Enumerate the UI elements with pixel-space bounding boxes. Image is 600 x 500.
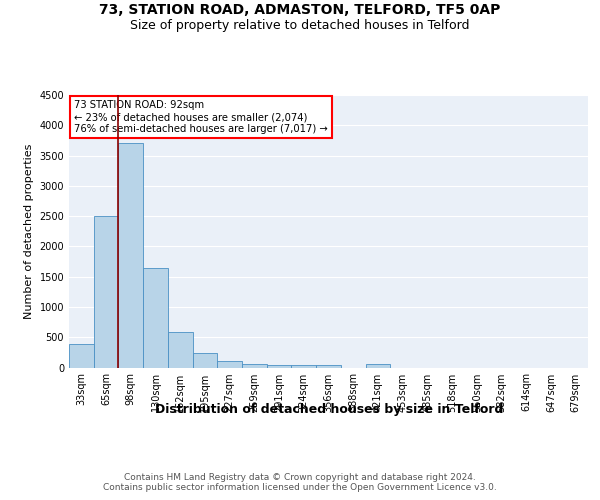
Bar (168, 332, 193, 368)
Bar (316, 365, 341, 368)
Text: 73, STATION ROAD, ADMASTON, TELFORD, TF5 0AP: 73, STATION ROAD, ADMASTON, TELFORD, TF5… (100, 2, 500, 16)
Bar (118, 144, 143, 368)
Bar (217, 361, 242, 368)
Bar (267, 365, 292, 368)
Text: 73 STATION ROAD: 92sqm
← 23% of detached houses are smaller (2,074)
76% of semi-: 73 STATION ROAD: 92sqm ← 23% of detached… (74, 100, 328, 134)
Bar (143, 268, 168, 368)
Bar (292, 366, 316, 368)
Text: Size of property relative to detached houses in Telford: Size of property relative to detached ho… (130, 18, 470, 32)
Text: Contains HM Land Registry data © Crown copyright and database right 2024.
Contai: Contains HM Land Registry data © Crown c… (103, 472, 497, 492)
Text: Distribution of detached houses by size in Telford: Distribution of detached houses by size … (155, 402, 503, 415)
Bar (365, 364, 390, 368)
Y-axis label: Number of detached properties: Number of detached properties (24, 144, 34, 319)
Bar (193, 352, 217, 368)
Bar (69, 344, 94, 368)
Bar (242, 364, 267, 368)
Bar (94, 216, 118, 368)
